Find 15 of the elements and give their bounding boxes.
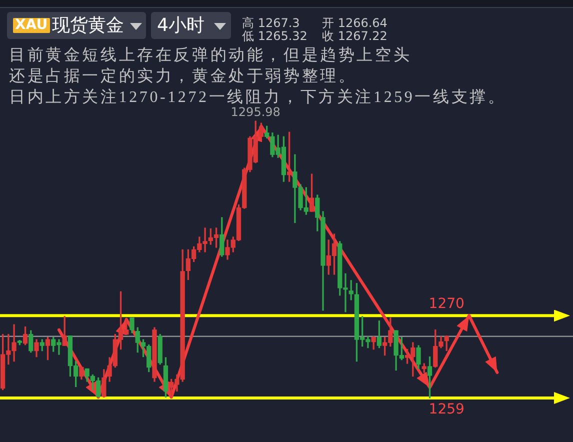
dropdown[interactable]: [151, 12, 231, 39]
ref-line-label: 1259: [428, 402, 464, 418]
annotation: 1295.98: [230, 105, 280, 120]
chart-title: 现货黄金: [52, 15, 124, 36]
text: 收 1267.22: [322, 29, 388, 43]
text: 开 1266.64: [322, 16, 388, 30]
text: 高 1267.3: [242, 16, 300, 30]
chart-subtitle: 4小时: [157, 15, 204, 36]
text: 目前黄金短线上存在反弹的动能，但是趋势上空头: [9, 47, 412, 64]
text: 还是占据一定的实力，黄金处于弱势整理。: [9, 68, 357, 85]
text: XAU: [13, 17, 50, 33]
ref-line-label: 1270: [428, 296, 464, 312]
text: 日内上方关注1270-1272一线阻力，下方关注1259一线支撑。: [9, 89, 506, 106]
text: 低 1265.32: [242, 29, 308, 43]
dropdown[interactable]: [7, 12, 146, 39]
